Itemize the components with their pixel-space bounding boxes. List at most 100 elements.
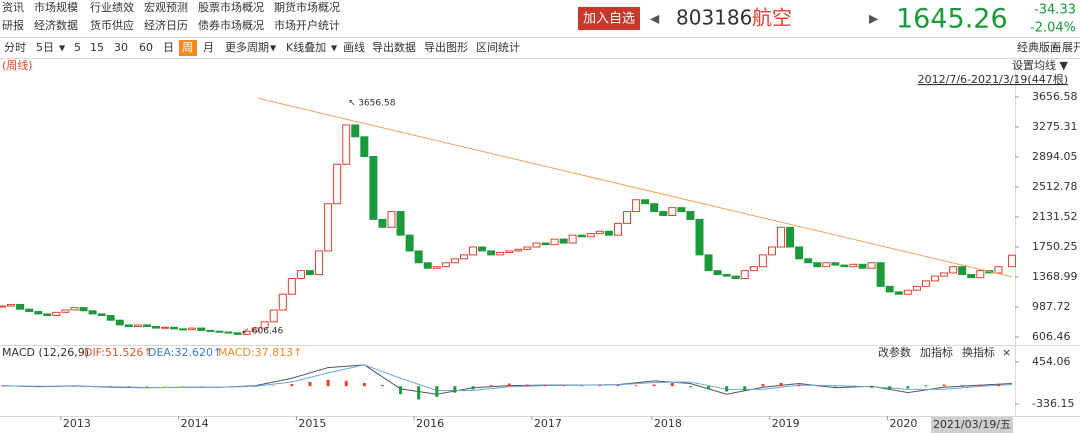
- candle: [414, 250, 423, 264]
- candle: [369, 155, 378, 220]
- candle: [903, 289, 912, 295]
- macd-bar: [562, 385, 566, 387]
- candle: [441, 262, 450, 268]
- cursor-label: 2021/03/19/五: [933, 418, 1011, 431]
- prev-button[interactable]: ◀: [650, 12, 660, 26]
- toolbar-right[interactable]: 经典版面: [1017, 40, 1061, 54]
- candle: [151, 326, 160, 329]
- indicator-control[interactable]: 加指标: [920, 345, 953, 359]
- nav-link[interactable]: 行业绩效: [90, 0, 134, 14]
- extreme-arrow: ↖: [348, 98, 356, 108]
- nav-link[interactable]: 市场规模: [34, 0, 78, 14]
- x-tick-label: 2020: [889, 417, 917, 430]
- candle: [831, 262, 840, 266]
- nav-link[interactable]: 市场开户统计: [274, 18, 340, 32]
- toolbar-item[interactable]: 60: [139, 41, 153, 54]
- macd-bar: [598, 385, 602, 387]
- macd-title: MACD (12,26,9): [2, 346, 89, 359]
- candle: [197, 327, 206, 331]
- macd-bar: [652, 384, 656, 387]
- nav-link[interactable]: 经济数据: [34, 18, 78, 32]
- toolbar-right[interactable]: ←: [1052, 41, 1061, 54]
- macd-bar: [580, 385, 584, 387]
- ma-setting[interactable]: 设置均线 ▼: [1012, 58, 1068, 72]
- indicator-control[interactable]: ×: [1002, 346, 1011, 359]
- nav-link[interactable]: 货币供应: [90, 18, 134, 32]
- nav-link[interactable]: 经济日历: [144, 18, 188, 32]
- x-tick-label: 2016: [416, 417, 444, 430]
- candle: [541, 242, 550, 246]
- nav-link[interactable]: 研报: [2, 18, 24, 32]
- candle: [315, 250, 324, 276]
- macd-bar: [743, 386, 747, 391]
- toolbar-item[interactable]: ▼: [331, 44, 338, 53]
- indicator-control[interactable]: 换指标: [962, 345, 995, 359]
- add-button[interactable]: 加入自选: [583, 12, 635, 27]
- next-button[interactable]: ▶: [869, 12, 879, 26]
- macd-bar: [906, 386, 910, 389]
- candle: [70, 307, 79, 311]
- toolbar-item[interactable]: 日: [163, 41, 174, 54]
- toolbar-item[interactable]: 30: [114, 41, 128, 54]
- macd-bar: [272, 385, 276, 387]
- candle: [668, 207, 677, 217]
- candle: [758, 254, 767, 268]
- toolbar-item[interactable]: 5日: [36, 41, 54, 54]
- toolbar-item[interactable]: 区间统计: [476, 41, 520, 54]
- candle: [342, 124, 351, 165]
- candle: [360, 136, 369, 157]
- macd-bar: [833, 386, 837, 387]
- macd-bar: [942, 384, 946, 387]
- candle: [559, 238, 568, 244]
- candle: [34, 311, 43, 315]
- extreme-arrow: ↙: [242, 327, 250, 337]
- candle: [142, 324, 151, 328]
- toolbar-item[interactable]: 导出数据: [372, 40, 416, 54]
- candle: [206, 329, 215, 332]
- toolbar-item[interactable]: 15: [90, 41, 104, 54]
- macd-bar: [543, 385, 547, 387]
- x-tick-label: 2014: [181, 417, 209, 430]
- toolbar-item[interactable]: K线叠加: [286, 40, 326, 54]
- candle: [278, 293, 287, 311]
- macd-bar: [308, 381, 312, 387]
- toolbar-item[interactable]: ▼: [59, 44, 66, 53]
- toolbar-item[interactable]: 月: [203, 41, 214, 54]
- nav-link[interactable]: 资讯: [2, 1, 24, 14]
- toolbar-item[interactable]: 画线: [343, 40, 365, 54]
- toolbar-item[interactable]: 分时: [4, 41, 26, 54]
- stock-name: 航空: [752, 6, 792, 30]
- candle: [133, 324, 142, 328]
- candle: [523, 246, 532, 250]
- y-tick-label: 2131.52: [1032, 210, 1078, 223]
- candle: [496, 252, 505, 256]
- macd-bar: [616, 385, 620, 387]
- candle: [613, 222, 622, 236]
- toolbar-item[interactable]: 导出图形: [424, 40, 468, 54]
- candle: [577, 234, 586, 238]
- candle: [115, 319, 124, 326]
- candle: [79, 307, 88, 312]
- macd-line: [1, 364, 1013, 391]
- nav-link[interactable]: 股票市场概况: [198, 0, 264, 14]
- nav-link[interactable]: 期货市场概况: [274, 0, 340, 14]
- toolbar-item[interactable]: 更多周期: [225, 40, 269, 54]
- toolbar-item[interactable]: 周: [182, 41, 193, 54]
- candle: [269, 309, 278, 323]
- candle: [396, 211, 405, 236]
- toolbar-right[interactable]: 展开: [1062, 41, 1080, 54]
- nav-link[interactable]: 宏观预测: [144, 0, 188, 14]
- macd-bar: [634, 385, 638, 387]
- macd-bar: [815, 385, 819, 387]
- indicator-control[interactable]: 改参数: [878, 345, 911, 359]
- candle: [858, 263, 867, 269]
- nav-link[interactable]: 债券市场概况: [198, 18, 264, 32]
- toolbar-item[interactable]: 5: [74, 41, 81, 54]
- toolbar-item[interactable]: ▼: [270, 44, 277, 53]
- candle: [677, 207, 686, 213]
- stock-code: 803186: [676, 6, 752, 30]
- candle: [550, 238, 559, 246]
- candle: [641, 199, 650, 205]
- x-tick-label: 2013: [63, 417, 91, 430]
- add-button-bg[interactable]: [578, 7, 640, 30]
